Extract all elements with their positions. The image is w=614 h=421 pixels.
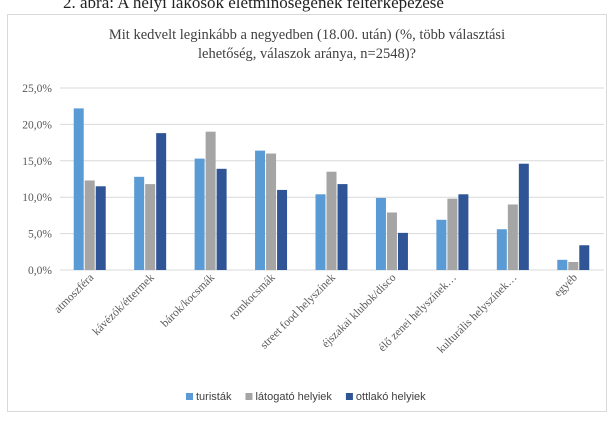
bar-ottlakó-helyiek	[216, 168, 227, 270]
bar-látogató-helyiek	[447, 198, 458, 270]
x-category-label: romkocsmák	[227, 271, 278, 322]
bar-turisták	[73, 108, 84, 270]
chart-frame	[7, 14, 607, 412]
bar-turisták	[375, 197, 386, 270]
bar-ottlakó-helyiek	[156, 133, 167, 270]
bar-ottlakó-helyiek	[458, 194, 469, 270]
bar-látogató-helyiek	[266, 153, 277, 270]
bar-turisták	[557, 259, 568, 270]
y-tick-label: 15,0%	[22, 156, 52, 168]
bar-látogató-helyiek	[326, 171, 337, 270]
y-tick-label: 20,0%	[22, 119, 52, 131]
y-tick-label: 5,0%	[28, 229, 52, 241]
chart-title: Mit kedvelt leginkább a negyedben (18.00…	[0, 26, 614, 64]
bar-látogató-helyiek	[568, 261, 579, 270]
x-category-label: atmoszféra	[52, 272, 96, 316]
bar-ottlakó-helyiek	[337, 184, 348, 270]
bar-turisták	[496, 229, 507, 270]
x-category-label: egyéb	[552, 271, 580, 299]
bar-látogató-helyiek	[507, 204, 518, 270]
bar-látogató-helyiek	[84, 180, 95, 270]
y-tick-label: 25,0%	[22, 83, 52, 95]
y-tick-label: 10,0%	[22, 192, 52, 204]
legend-label: látogató helyiek	[255, 391, 332, 403]
legend-label: ottlakó helyiek	[356, 391, 426, 403]
bar-turisták	[255, 150, 266, 270]
bar-ottlakó-helyiek	[277, 189, 288, 270]
bar-turisták	[194, 158, 205, 270]
bar-ottlakó-helyiek	[518, 163, 529, 270]
bar-látogató-helyiek	[386, 212, 397, 270]
chart-title-line-1: Mit kedvelt leginkább a negyedben (18.00…	[108, 27, 506, 43]
x-category-label: bárok/kocsmák	[159, 271, 217, 329]
x-category-label: kávézók/éttermek	[90, 271, 156, 337]
bar-turisták	[315, 194, 326, 270]
y-tick-label: 0,0%	[28, 265, 52, 277]
bar-ottlakó-helyiek	[397, 232, 408, 270]
bar-turisták	[134, 176, 145, 270]
legend-label: turisták	[196, 391, 232, 403]
figure-caption: 2. ábra: A helyi lakosok életminőségének…	[63, 0, 444, 12]
bar-látogató-helyiek	[145, 184, 156, 270]
legend-swatch	[186, 393, 193, 400]
chart-title-line-2: lehetőség, válaszok aránya, n=2548)?	[198, 46, 416, 62]
bar-látogató-helyiek	[205, 131, 216, 270]
bar-turisták	[436, 219, 447, 270]
legend-swatch	[345, 393, 353, 400]
bar-ottlakó-helyiek	[579, 245, 590, 270]
bar-ottlakó-helyiek	[95, 186, 106, 270]
legend-swatch	[245, 393, 253, 400]
